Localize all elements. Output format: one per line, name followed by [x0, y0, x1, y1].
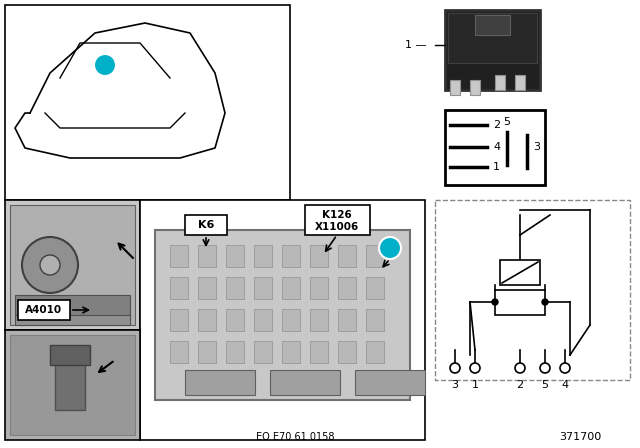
Bar: [198, 277, 216, 299]
Bar: [5, 5, 290, 200]
Bar: [254, 341, 272, 363]
Text: 371700: 371700: [559, 432, 601, 442]
Bar: [226, 277, 244, 299]
Bar: [170, 341, 188, 363]
Text: 3: 3: [451, 380, 458, 390]
Bar: [198, 309, 216, 331]
Bar: [435, 200, 630, 380]
Bar: [254, 245, 272, 267]
Bar: [15, 315, 130, 325]
Bar: [475, 15, 510, 35]
Bar: [366, 341, 384, 363]
Text: 3: 3: [533, 142, 540, 152]
Bar: [170, 245, 188, 267]
Circle shape: [450, 363, 460, 373]
Bar: [155, 230, 410, 400]
Bar: [338, 277, 356, 299]
Text: 1: 1: [386, 243, 394, 253]
Bar: [5, 330, 140, 440]
Text: 4: 4: [493, 142, 500, 152]
Circle shape: [40, 255, 60, 275]
Circle shape: [492, 299, 498, 305]
Text: 2: 2: [516, 380, 524, 390]
Bar: [445, 10, 540, 90]
Bar: [338, 309, 356, 331]
Bar: [270, 370, 340, 395]
Text: 1 —: 1 —: [405, 40, 427, 50]
Bar: [254, 277, 272, 299]
Bar: [282, 341, 300, 363]
Bar: [226, 309, 244, 331]
Bar: [515, 75, 525, 90]
Bar: [10, 205, 135, 325]
Bar: [366, 245, 384, 267]
Bar: [366, 277, 384, 299]
Bar: [140, 200, 425, 440]
Bar: [10, 335, 135, 435]
Bar: [185, 370, 255, 395]
Text: 5: 5: [504, 117, 511, 127]
Circle shape: [22, 237, 78, 293]
Bar: [305, 205, 370, 235]
Bar: [338, 245, 356, 267]
Bar: [470, 80, 480, 95]
Bar: [355, 370, 425, 395]
Circle shape: [560, 363, 570, 373]
Bar: [495, 75, 505, 90]
Text: EO E70 61 0158: EO E70 61 0158: [256, 432, 334, 442]
Circle shape: [470, 363, 480, 373]
Text: 2: 2: [493, 120, 500, 130]
Bar: [310, 245, 328, 267]
Bar: [170, 277, 188, 299]
Bar: [500, 260, 540, 285]
Bar: [495, 290, 545, 315]
Text: X11006: X11006: [315, 222, 359, 232]
Bar: [50, 345, 90, 365]
Text: A4010: A4010: [26, 305, 63, 315]
Bar: [226, 245, 244, 267]
Text: 1: 1: [101, 60, 109, 70]
Text: 5: 5: [541, 380, 548, 390]
Circle shape: [542, 299, 548, 305]
Bar: [18, 300, 70, 320]
Circle shape: [540, 363, 550, 373]
Bar: [366, 309, 384, 331]
Text: K126: K126: [322, 210, 352, 220]
Text: 1: 1: [493, 162, 500, 172]
Text: 1: 1: [472, 380, 479, 390]
Bar: [310, 309, 328, 331]
Bar: [198, 341, 216, 363]
Bar: [310, 341, 328, 363]
Bar: [55, 350, 85, 410]
Bar: [226, 341, 244, 363]
Bar: [185, 215, 227, 235]
Text: 4: 4: [561, 380, 568, 390]
Bar: [445, 110, 545, 185]
Circle shape: [515, 363, 525, 373]
Bar: [338, 341, 356, 363]
Bar: [282, 245, 300, 267]
Bar: [448, 13, 537, 63]
Bar: [282, 309, 300, 331]
Bar: [198, 245, 216, 267]
Text: K6: K6: [198, 220, 214, 230]
Bar: [254, 309, 272, 331]
Bar: [450, 80, 460, 95]
Bar: [310, 277, 328, 299]
Circle shape: [94, 54, 116, 76]
Bar: [170, 309, 188, 331]
Circle shape: [379, 237, 401, 259]
Bar: [282, 277, 300, 299]
Bar: [15, 295, 130, 315]
Bar: [5, 200, 140, 330]
